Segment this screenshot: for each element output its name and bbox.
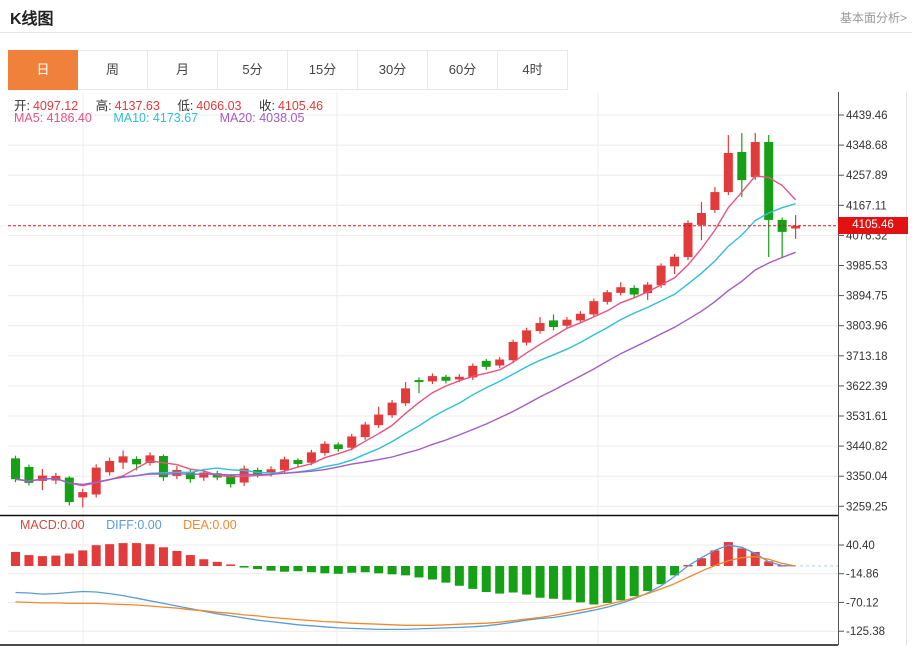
- tab-month[interactable]: 月: [148, 50, 218, 90]
- svg-text:4439.46: 4439.46: [846, 110, 888, 122]
- tab-60min[interactable]: 60分: [428, 50, 498, 90]
- dea-readout: DEA:0.00: [183, 518, 237, 532]
- svg-text:4348.68: 4348.68: [846, 140, 888, 152]
- svg-text:3259.25: 3259.25: [846, 501, 888, 513]
- svg-text:4257.89: 4257.89: [846, 170, 888, 182]
- high-label: 高:: [95, 99, 112, 113]
- close-label: 收:: [258, 99, 275, 113]
- period-tabs: 日 周 月 5分 15分 30分 60分 4时: [8, 50, 568, 90]
- high-value: 4137.63: [114, 99, 160, 113]
- svg-text:3622.39: 3622.39: [846, 381, 888, 393]
- svg-text:3440.82: 3440.82: [846, 441, 888, 453]
- open-value: 4097.12: [32, 99, 79, 113]
- tab-day[interactable]: 日: [8, 50, 78, 90]
- svg-text:3894.75: 3894.75: [846, 291, 888, 303]
- open-label: 开:: [14, 99, 30, 113]
- close-value: 4105.46: [277, 99, 324, 113]
- tab-4hour[interactable]: 4时: [498, 50, 568, 90]
- svg-text:3985.53: 3985.53: [846, 261, 888, 273]
- svg-text:3803.96: 3803.96: [846, 321, 888, 333]
- tab-week[interactable]: 周: [78, 50, 148, 90]
- ma5-readout: MA5: 4186.40: [14, 111, 92, 125]
- kline-chart[interactable]: 4439.464348.684257.894167.114076.323985.…: [0, 92, 912, 650]
- current-price-badge: 4105.46: [838, 217, 908, 234]
- svg-text:3531.61: 3531.61: [846, 411, 888, 423]
- ma-legend: MA5: 4186.40 MA10: 4173.67 MA20: 4038.05: [14, 111, 322, 125]
- page-title: K线图: [10, 11, 54, 28]
- svg-text:3350.04: 3350.04: [846, 471, 888, 483]
- ma10-readout: MA10: 4173.67: [113, 111, 199, 125]
- macd-readout: MACD:0.00: [20, 518, 85, 532]
- tab-15min[interactable]: 15分: [288, 50, 358, 90]
- svg-text:-125.38: -125.38: [846, 626, 885, 638]
- svg-text:40.40: 40.40: [846, 540, 875, 552]
- header-divider: [0, 32, 912, 33]
- svg-text:3713.18: 3713.18: [846, 351, 888, 363]
- diff-readout: DIFF:0.00: [106, 518, 162, 532]
- svg-text:-70.12: -70.12: [846, 597, 879, 609]
- tab-5min[interactable]: 5分: [218, 50, 288, 90]
- svg-text:-14.86: -14.86: [846, 569, 879, 581]
- ma20-readout: MA20: 4038.05: [219, 111, 305, 125]
- ohlc-legend: 开: 4097.12 高: 4137.63 低: 4066.03 收: 4105.46: [14, 95, 337, 114]
- fundamental-analysis-link[interactable]: 基本面分析>: [839, 11, 907, 25]
- low-label: 低:: [177, 99, 194, 113]
- tab-30min[interactable]: 30分: [358, 50, 428, 90]
- svg-text:4167.11: 4167.11: [846, 200, 887, 212]
- macd-legend: MACD:0.00 DIFF:0.00 DEA:0.00: [20, 518, 255, 532]
- low-value: 4066.03: [196, 99, 242, 113]
